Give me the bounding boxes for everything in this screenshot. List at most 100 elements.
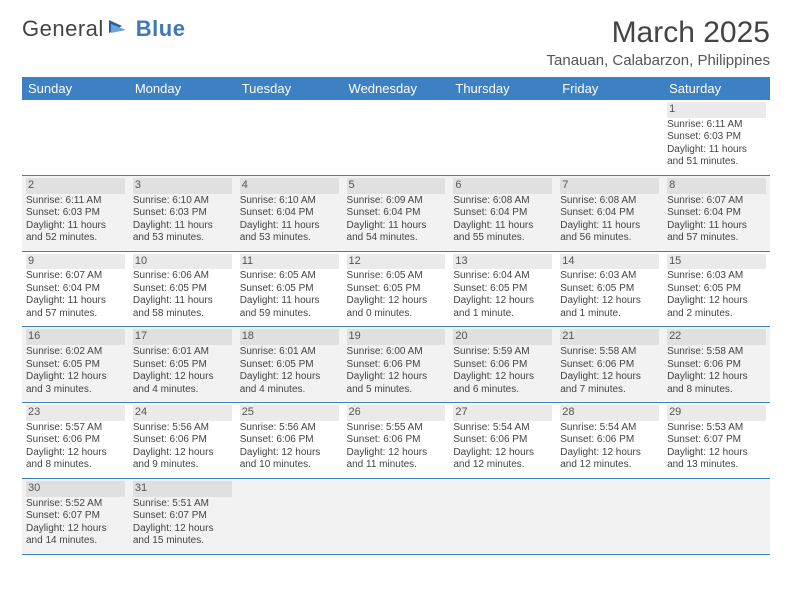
sunrise-text: Sunrise: 5:56 AM [133, 422, 232, 435]
sunset-text: Sunset: 6:05 PM [133, 283, 232, 296]
day-number: 4 [240, 178, 339, 194]
day-header: Wednesday [343, 77, 450, 100]
calendar-week-row: 1Sunrise: 6:11 AMSunset: 6:03 PMDaylight… [22, 100, 770, 175]
day-number: 3 [133, 178, 232, 194]
calendar-cell: 31Sunrise: 5:51 AMSunset: 6:07 PMDayligh… [129, 478, 236, 554]
calendar-body: 1Sunrise: 6:11 AMSunset: 6:03 PMDaylight… [22, 100, 770, 554]
sunrise-text: Sunrise: 6:01 AM [133, 346, 232, 359]
sunset-text: Sunset: 6:07 PM [26, 510, 125, 523]
sunrise-text: Sunrise: 5:59 AM [453, 346, 552, 359]
calendar-cell: 25Sunrise: 5:56 AMSunset: 6:06 PMDayligh… [236, 403, 343, 479]
sunrise-text: Sunrise: 5:55 AM [347, 422, 446, 435]
daylight-text: Daylight: 12 hours and 0 minutes. [347, 295, 446, 320]
day-number: 5 [347, 178, 446, 194]
sunset-text: Sunset: 6:05 PM [560, 283, 659, 296]
sunset-text: Sunset: 6:07 PM [667, 434, 766, 447]
sunrise-text: Sunrise: 6:10 AM [133, 195, 232, 208]
calendar-cell: 12Sunrise: 6:05 AMSunset: 6:05 PMDayligh… [343, 251, 450, 327]
logo-text-blue: Blue [136, 16, 186, 42]
daylight-text: Daylight: 12 hours and 13 minutes. [667, 447, 766, 472]
calendar-cell: 19Sunrise: 6:00 AMSunset: 6:06 PMDayligh… [343, 327, 450, 403]
sunset-text: Sunset: 6:04 PM [560, 207, 659, 220]
calendar-cell [343, 100, 450, 175]
sunrise-text: Sunrise: 5:52 AM [26, 498, 125, 511]
sunrise-text: Sunrise: 5:57 AM [26, 422, 125, 435]
calendar-cell: 3Sunrise: 6:10 AMSunset: 6:03 PMDaylight… [129, 175, 236, 251]
day-number: 25 [240, 405, 339, 421]
daylight-text: Daylight: 12 hours and 10 minutes. [240, 447, 339, 472]
calendar-cell: 26Sunrise: 5:55 AMSunset: 6:06 PMDayligh… [343, 403, 450, 479]
calendar-cell: 4Sunrise: 6:10 AMSunset: 6:04 PMDaylight… [236, 175, 343, 251]
calendar-cell: 28Sunrise: 5:54 AMSunset: 6:06 PMDayligh… [556, 403, 663, 479]
calendar-cell: 24Sunrise: 5:56 AMSunset: 6:06 PMDayligh… [129, 403, 236, 479]
sunset-text: Sunset: 6:06 PM [453, 434, 552, 447]
daylight-text: Daylight: 11 hours and 54 minutes. [347, 220, 446, 245]
day-header: Sunday [22, 77, 129, 100]
day-number: 30 [26, 481, 125, 497]
calendar-cell: 5Sunrise: 6:09 AMSunset: 6:04 PMDaylight… [343, 175, 450, 251]
sunrise-text: Sunrise: 6:00 AM [347, 346, 446, 359]
day-header: Monday [129, 77, 236, 100]
sunrise-text: Sunrise: 5:58 AM [560, 346, 659, 359]
sunset-text: Sunset: 6:06 PM [560, 359, 659, 372]
day-number: 13 [453, 254, 552, 270]
daylight-text: Daylight: 12 hours and 11 minutes. [347, 447, 446, 472]
calendar-cell: 14Sunrise: 6:03 AMSunset: 6:05 PMDayligh… [556, 251, 663, 327]
day-number: 29 [667, 405, 766, 421]
sunrise-text: Sunrise: 6:01 AM [240, 346, 339, 359]
day-number: 16 [26, 329, 125, 345]
day-number: 17 [133, 329, 232, 345]
daylight-text: Daylight: 12 hours and 2 minutes. [667, 295, 766, 320]
sunset-text: Sunset: 6:06 PM [667, 359, 766, 372]
day-number: 10 [133, 254, 232, 270]
page-title: March 2025 [547, 16, 770, 50]
logo: General Blue [22, 16, 185, 42]
sunrise-text: Sunrise: 5:54 AM [453, 422, 552, 435]
calendar-week-row: 2Sunrise: 6:11 AMSunset: 6:03 PMDaylight… [22, 175, 770, 251]
calendar-cell [236, 100, 343, 175]
sunrise-text: Sunrise: 6:06 AM [133, 270, 232, 283]
daylight-text: Daylight: 11 hours and 56 minutes. [560, 220, 659, 245]
daylight-text: Daylight: 12 hours and 3 minutes. [26, 371, 125, 396]
daylight-text: Daylight: 11 hours and 53 minutes. [133, 220, 232, 245]
calendar-cell: 9Sunrise: 6:07 AMSunset: 6:04 PMDaylight… [22, 251, 129, 327]
sunrise-text: Sunrise: 6:11 AM [26, 195, 125, 208]
sunset-text: Sunset: 6:06 PM [240, 434, 339, 447]
sunset-text: Sunset: 6:04 PM [240, 207, 339, 220]
day-number: 6 [453, 178, 552, 194]
day-header: Tuesday [236, 77, 343, 100]
sunset-text: Sunset: 6:04 PM [667, 207, 766, 220]
calendar-cell [663, 478, 770, 554]
logo-flag-icon [104, 16, 134, 42]
day-number: 18 [240, 329, 339, 345]
sunset-text: Sunset: 6:05 PM [240, 359, 339, 372]
calendar-cell: 2Sunrise: 6:11 AMSunset: 6:03 PMDaylight… [22, 175, 129, 251]
day-header: Thursday [449, 77, 556, 100]
sunset-text: Sunset: 6:06 PM [347, 359, 446, 372]
sunset-text: Sunset: 6:06 PM [133, 434, 232, 447]
sunrise-text: Sunrise: 6:07 AM [26, 270, 125, 283]
day-number: 20 [453, 329, 552, 345]
calendar-cell: 1Sunrise: 6:11 AMSunset: 6:03 PMDaylight… [663, 100, 770, 175]
calendar-cell: 22Sunrise: 5:58 AMSunset: 6:06 PMDayligh… [663, 327, 770, 403]
calendar-cell: 11Sunrise: 6:05 AMSunset: 6:05 PMDayligh… [236, 251, 343, 327]
calendar-cell [129, 100, 236, 175]
sunset-text: Sunset: 6:07 PM [133, 510, 232, 523]
daylight-text: Daylight: 12 hours and 12 minutes. [560, 447, 659, 472]
sunset-text: Sunset: 6:06 PM [347, 434, 446, 447]
day-number: 19 [347, 329, 446, 345]
day-header: Friday [556, 77, 663, 100]
daylight-text: Daylight: 12 hours and 4 minutes. [240, 371, 339, 396]
day-number: 12 [347, 254, 446, 270]
calendar-cell: 21Sunrise: 5:58 AMSunset: 6:06 PMDayligh… [556, 327, 663, 403]
calendar-cell: 6Sunrise: 6:08 AMSunset: 6:04 PMDaylight… [449, 175, 556, 251]
day-header-row: Sunday Monday Tuesday Wednesday Thursday… [22, 77, 770, 100]
day-number: 24 [133, 405, 232, 421]
location-text: Tanauan, Calabarzon, Philippines [547, 52, 770, 69]
day-number: 14 [560, 254, 659, 270]
sunrise-text: Sunrise: 5:58 AM [667, 346, 766, 359]
sunrise-text: Sunrise: 6:05 AM [347, 270, 446, 283]
daylight-text: Daylight: 11 hours and 53 minutes. [240, 220, 339, 245]
sunset-text: Sunset: 6:04 PM [453, 207, 552, 220]
calendar-cell [556, 100, 663, 175]
